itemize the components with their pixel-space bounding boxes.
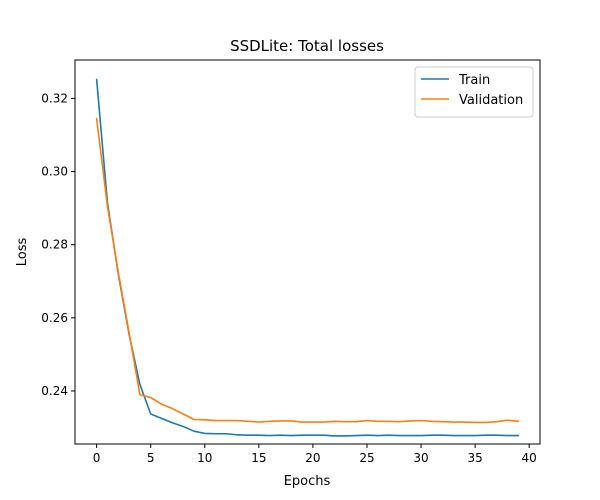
- x-tick-label: 25: [359, 451, 374, 465]
- y-axis-label: Loss: [15, 238, 30, 267]
- x-axis-label: Epochs: [284, 474, 331, 489]
- chart-title: SSDLite: Total losses: [230, 37, 384, 55]
- legend-label-train: Train: [458, 73, 490, 88]
- axis-ticks: 0 5 10 15 20 25 30 35 40 0.24 0.26 0.28 0.30 0.32: [41, 91, 537, 465]
- series-line-train: [95, 78, 520, 437]
- axes-frame: [74, 59, 541, 445]
- x-tick-label: 0: [93, 451, 101, 465]
- x-tick-label: 30: [413, 451, 428, 465]
- y-tick-label: 0.28: [41, 238, 68, 252]
- x-tick-label: 10: [197, 451, 212, 465]
- x-tick-label: 15: [251, 451, 266, 465]
- legend-label-validation: Validation: [459, 93, 523, 108]
- x-tick-label: 5: [147, 451, 155, 465]
- y-tick-label: 0.32: [41, 91, 68, 105]
- y-tick-label: 0.30: [41, 165, 68, 179]
- x-tick-label: 40: [522, 451, 537, 465]
- y-tick-label: 0.26: [41, 311, 68, 325]
- x-tick-label: 35: [467, 451, 482, 465]
- series-line-validation: [95, 117, 520, 424]
- legend: Train Validation: [414, 66, 534, 118]
- x-tick-label: 20: [305, 451, 320, 465]
- plot-area: [95, 78, 520, 437]
- y-tick-label: 0.24: [41, 384, 68, 398]
